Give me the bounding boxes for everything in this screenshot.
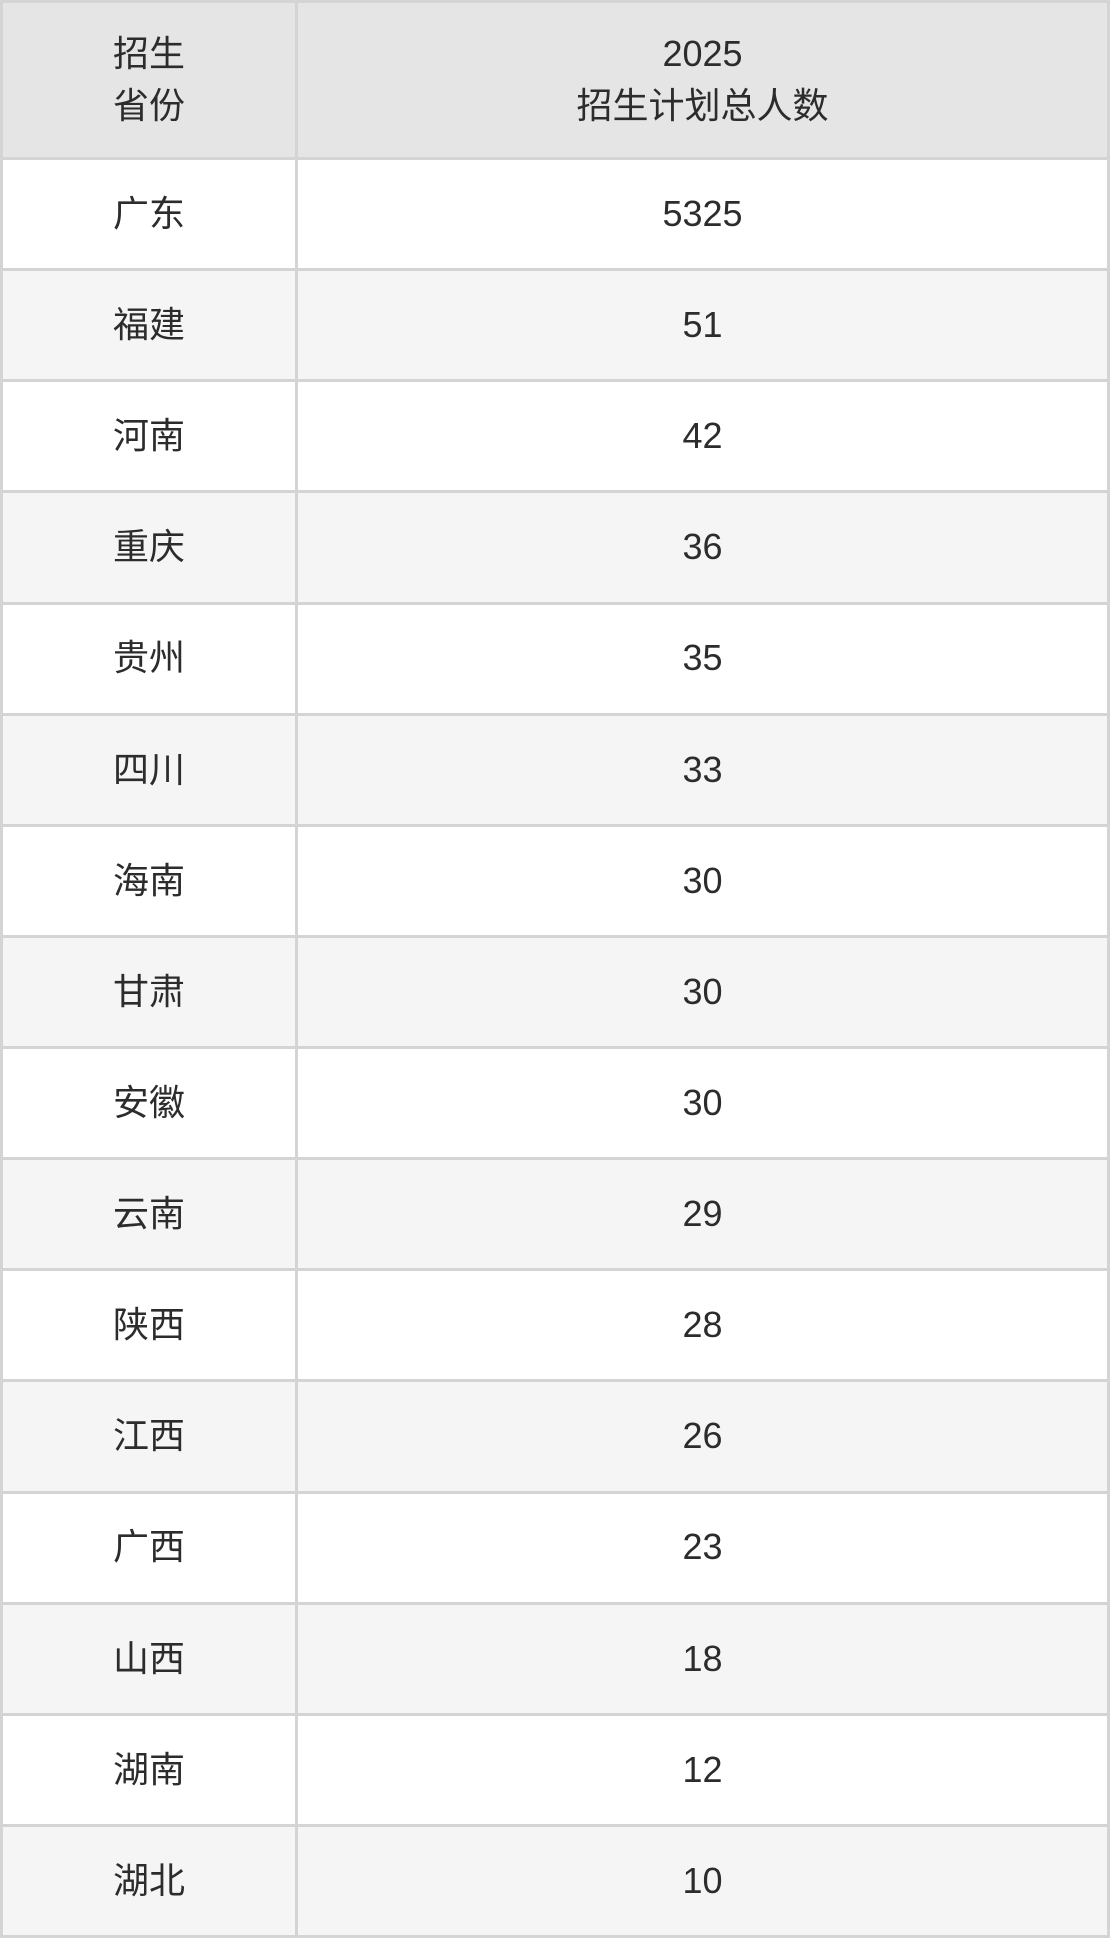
total-cell: 30 (295, 823, 1110, 938)
table-row: 广东 5325 (0, 156, 1110, 272)
total-cell: 18 (295, 1601, 1110, 1716)
total-cell: 35 (295, 601, 1110, 716)
total-cell: 29 (295, 1157, 1110, 1272)
total-cell: 30 (295, 934, 1110, 1050)
table-row: 海南 30 (0, 823, 1110, 938)
total-cell: 33 (295, 712, 1110, 827)
province-cell: 广东 (0, 156, 298, 272)
table-row: 湖南 12 (0, 1712, 1110, 1827)
table-body: 广东 5325 福建 51 河南 42 重庆 36 贵州 35 四川 33 海南 30 甘肃 30 安徽 30 云南… (0, 156, 1110, 1938)
table-row: 安徽 30 (0, 1045, 1110, 1161)
province-cell: 云南 (0, 1157, 298, 1272)
total-cell: 10 (295, 1823, 1110, 1938)
table-row: 江西 26 (0, 1379, 1110, 1494)
province-cell: 贵州 (0, 601, 298, 716)
province-cell: 重庆 (0, 490, 298, 605)
total-cell: 12 (295, 1712, 1110, 1827)
table-row: 四川 33 (0, 712, 1110, 827)
province-cell: 海南 (0, 823, 298, 938)
province-cell: 安徽 (0, 1045, 298, 1161)
header-cell-total: 2025 招生计划总人数 (295, 0, 1110, 160)
province-cell: 湖南 (0, 1712, 298, 1827)
province-cell: 甘肃 (0, 934, 298, 1050)
table-row: 云南 29 (0, 1157, 1110, 1272)
total-cell: 5325 (295, 156, 1110, 272)
table-row: 河南 42 (0, 379, 1110, 494)
table-row: 福建 51 (0, 268, 1110, 383)
table-header-row: 招生 省份 2025 招生计划总人数 (0, 0, 1110, 160)
table-row: 甘肃 30 (0, 934, 1110, 1050)
total-cell: 26 (295, 1379, 1110, 1494)
province-cell: 四川 (0, 712, 298, 827)
province-cell: 陕西 (0, 1268, 298, 1383)
header-cell-province: 招生 省份 (0, 0, 298, 160)
table-row: 湖北 10 (0, 1823, 1110, 1938)
province-cell: 江西 (0, 1379, 298, 1494)
table-row: 贵州 35 (0, 601, 1110, 716)
total-cell: 23 (295, 1490, 1110, 1605)
province-cell: 湖北 (0, 1823, 298, 1938)
province-cell: 山西 (0, 1601, 298, 1716)
table-row: 重庆 36 (0, 490, 1110, 605)
total-cell: 30 (295, 1045, 1110, 1161)
total-cell: 42 (295, 379, 1110, 494)
province-cell: 广西 (0, 1490, 298, 1605)
table-row: 山西 18 (0, 1601, 1110, 1716)
table-row: 陕西 28 (0, 1268, 1110, 1383)
total-cell: 51 (295, 268, 1110, 383)
table-row: 广西 23 (0, 1490, 1110, 1605)
total-cell: 36 (295, 490, 1110, 605)
province-cell: 河南 (0, 379, 298, 494)
province-cell: 福建 (0, 268, 298, 383)
total-cell: 28 (295, 1268, 1110, 1383)
